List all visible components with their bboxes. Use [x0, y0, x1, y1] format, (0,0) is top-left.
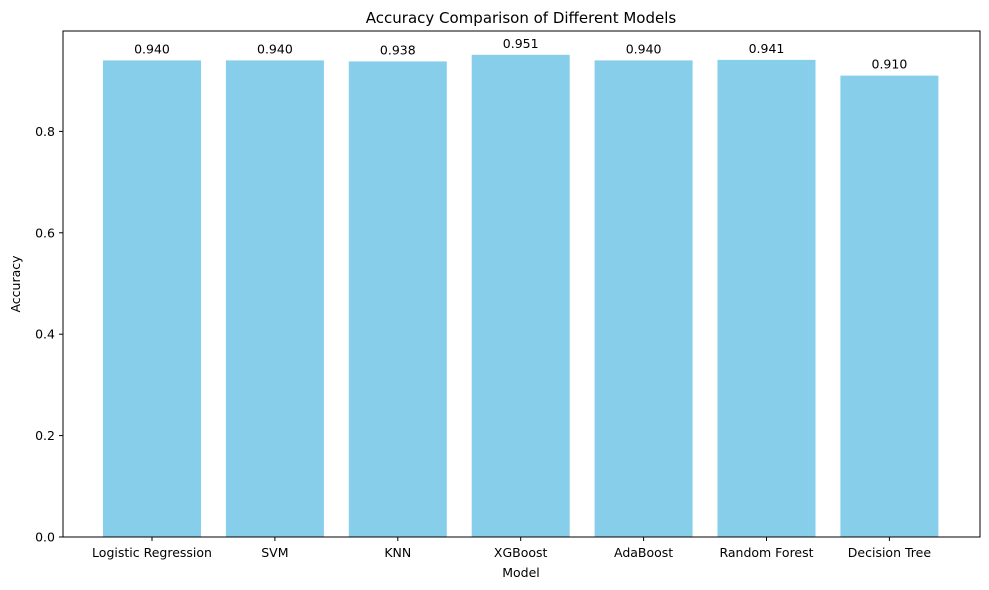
- x-tick-label-3: XGBoost: [494, 545, 548, 560]
- bar-value-label-2: 0.938: [380, 42, 416, 57]
- plot-frame: [62, 30, 981, 538]
- bar-6: [840, 75, 939, 538]
- bar-value-label-1: 0.940: [257, 41, 293, 56]
- bar-value-label-0: 0.940: [134, 41, 170, 56]
- bar-value-label-4: 0.940: [626, 41, 662, 56]
- bar-1: [225, 60, 324, 537]
- bar-2: [348, 61, 447, 538]
- y-tick-label-1: 0.2: [35, 428, 55, 443]
- x-tick-label-6: Decision Tree: [848, 545, 932, 560]
- y-tick-label-0: 0.0: [35, 530, 55, 545]
- x-axis-title: Model: [502, 565, 540, 580]
- bar-5: [717, 59, 816, 538]
- bar-value-label-3: 0.951: [503, 36, 539, 51]
- bars-group: [103, 54, 939, 538]
- x-tick-label-2: KNN: [384, 545, 411, 560]
- bar-3: [471, 54, 570, 537]
- x-tick-label-1: SVM: [261, 545, 288, 560]
- bar-4: [594, 60, 693, 537]
- bar-value-label-6: 0.910: [872, 57, 908, 72]
- bar-labels-group: 0.940 0.940 0.938 0.951 0.940 0.941 0.910: [134, 36, 907, 72]
- y-axis-title: Accuracy: [8, 255, 23, 313]
- y-tick-label-3: 0.6: [35, 225, 55, 240]
- x-tick-label-0: Logistic Regression: [92, 545, 212, 560]
- y-axis: 0.0 0.2 0.4 0.6 0.8: [35, 124, 63, 545]
- y-tick-label-2: 0.4: [35, 327, 55, 342]
- y-tick-label-4: 0.8: [35, 124, 55, 139]
- x-tick-label-5: Random Forest: [719, 545, 813, 560]
- x-axis: Logistic Regression SVM KNN XGBoost AdaBoost…: [92, 537, 931, 560]
- bar-value-label-5: 0.941: [749, 41, 785, 56]
- x-tick-label-4: AdaBoost: [614, 545, 673, 560]
- chart-title: Accuracy Comparison of Different Models: [366, 9, 677, 27]
- bar-0: [103, 60, 201, 537]
